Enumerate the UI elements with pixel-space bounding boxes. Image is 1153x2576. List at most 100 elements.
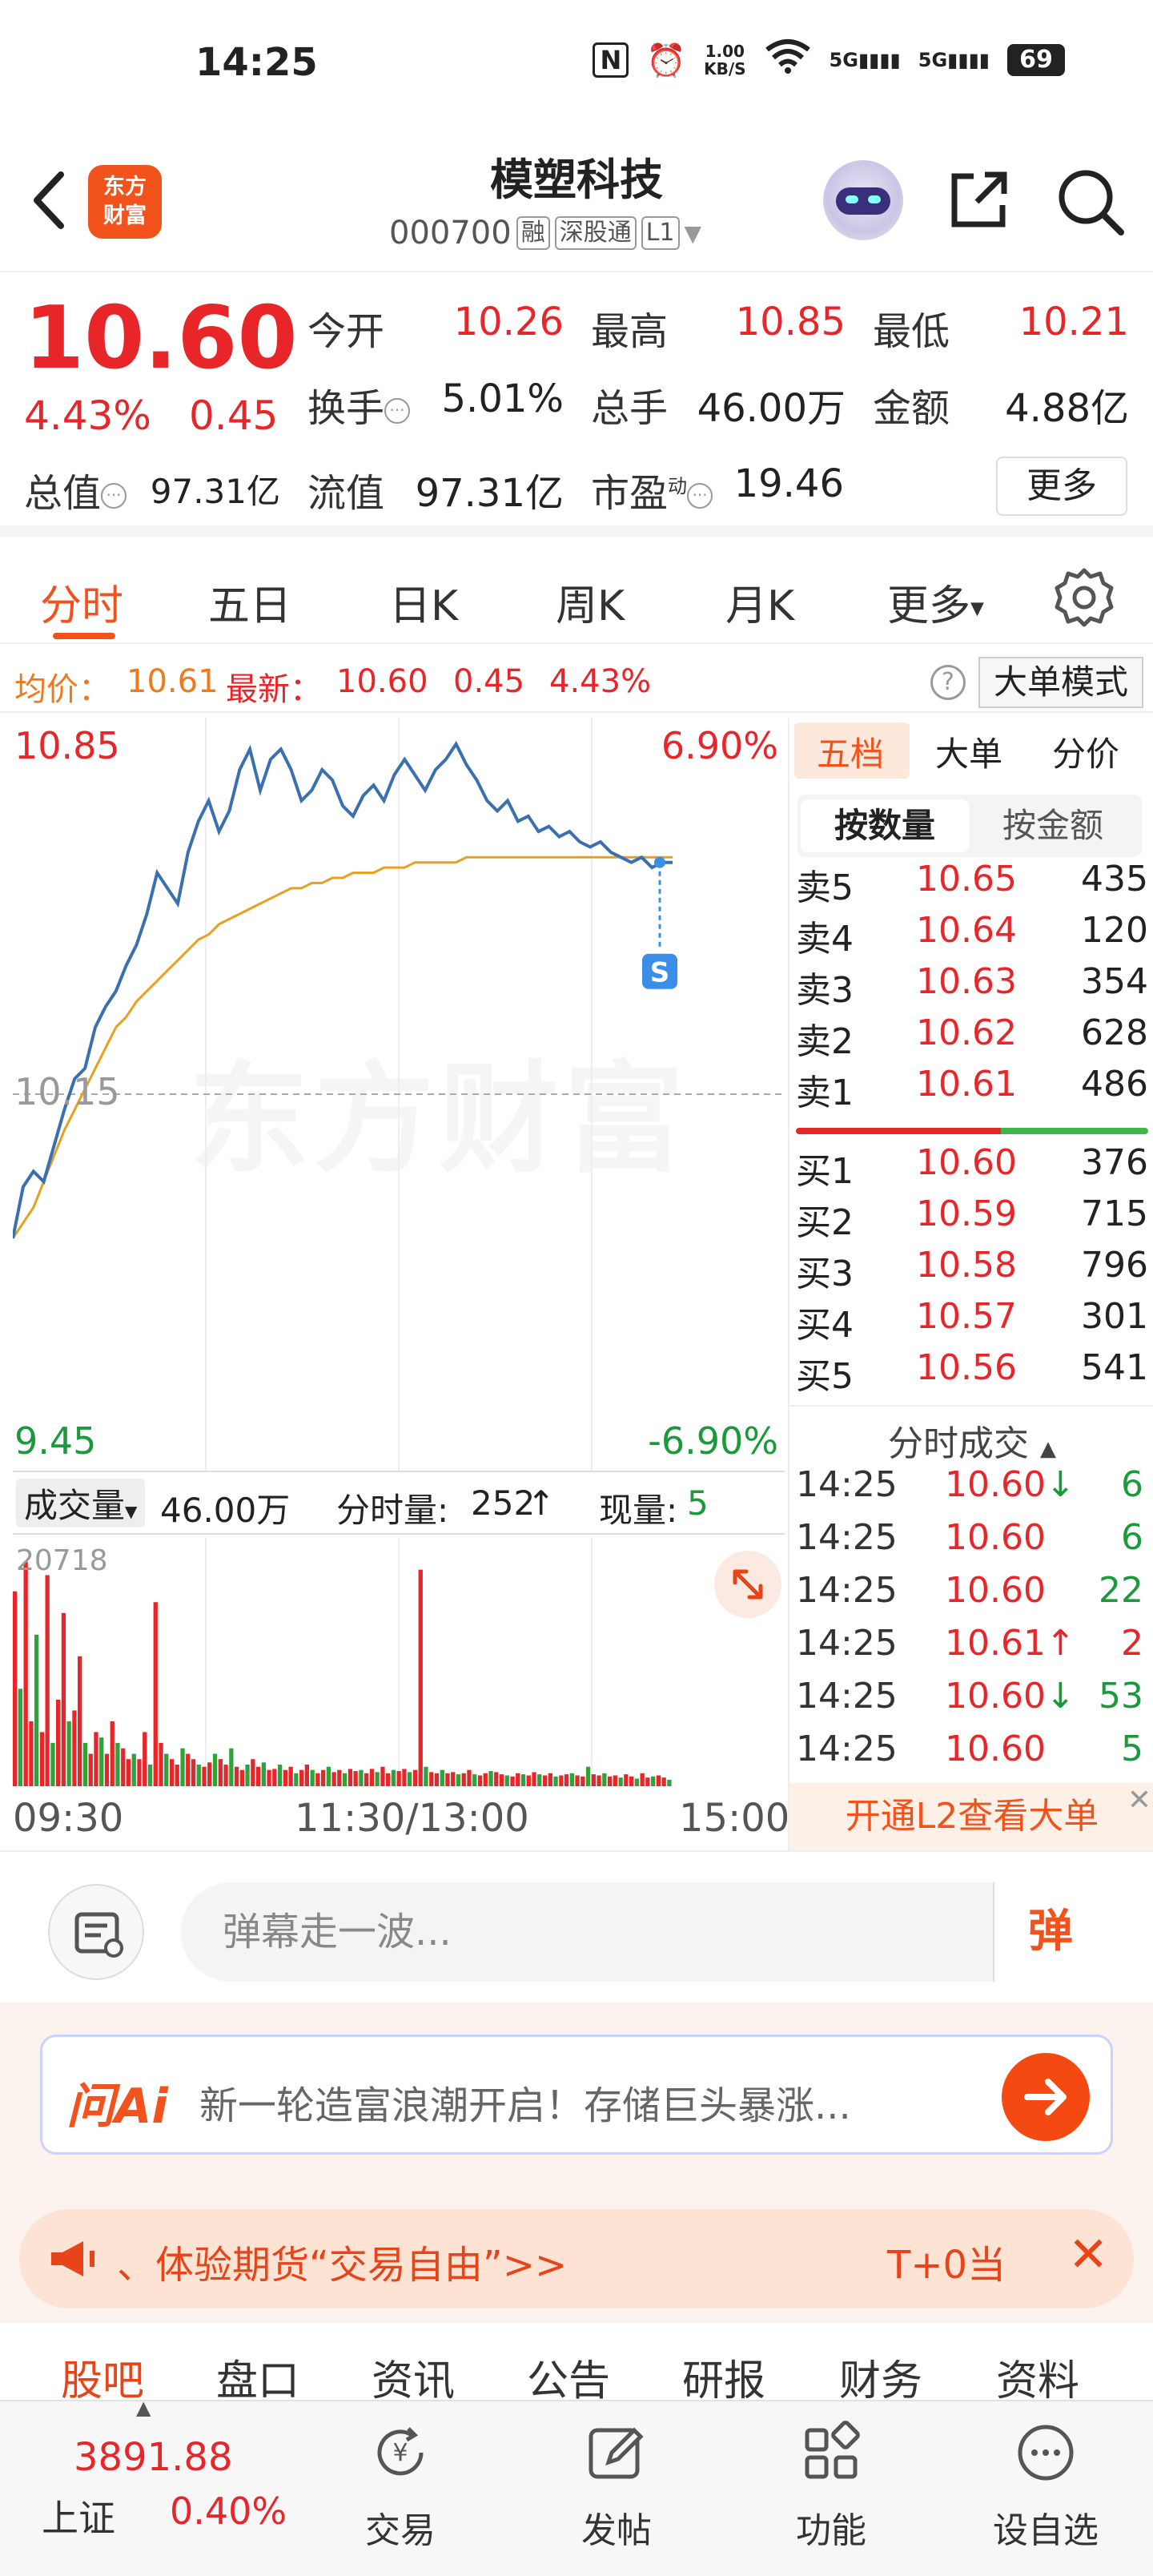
tab-announcements[interactable]: 公告 bbox=[527, 2357, 611, 2405]
ask-row[interactable]: 卖2 10.62 628 bbox=[796, 1012, 1148, 1064]
volume-bar bbox=[164, 1753, 169, 1786]
open-value: 10.26 bbox=[453, 300, 564, 344]
volume-bar bbox=[412, 1769, 418, 1786]
mode-by-quantity[interactable]: 按数量 bbox=[801, 799, 969, 852]
bid-row[interactable]: 买3 10.58 796 bbox=[796, 1245, 1148, 1296]
volume-bar bbox=[429, 1772, 434, 1786]
mode-by-amount[interactable]: 按金额 bbox=[1002, 806, 1103, 845]
nav-functions[interactable]: 功能 bbox=[767, 2421, 895, 2553]
level-price: 10.59 bbox=[916, 1193, 1017, 1234]
nav-post[interactable]: 发帖 bbox=[552, 2421, 681, 2553]
volume-chart-svg bbox=[13, 1538, 672, 1786]
more-button[interactable]: 更多 bbox=[996, 457, 1127, 516]
trades-header[interactable]: 分时成交 ▲ bbox=[789, 1405, 1153, 1464]
danmu-settings-icon[interactable] bbox=[48, 1884, 144, 1980]
volume-bar bbox=[585, 1766, 591, 1786]
bid-row[interactable]: 买4 10.57 301 bbox=[796, 1296, 1148, 1347]
danmu-send-button[interactable]: 弹 bbox=[993, 1882, 1107, 1982]
tab-price-dist[interactable]: 分价 bbox=[1052, 735, 1120, 774]
volume-label: 总手 bbox=[591, 386, 669, 431]
level-price: 10.63 bbox=[916, 961, 1017, 1002]
tab-research[interactable]: 研报 bbox=[682, 2357, 766, 2405]
stock-code-row[interactable]: 000700 融 深股通 L1 ▼ bbox=[389, 215, 701, 252]
up-arrow-icon: ↑ bbox=[527, 1483, 556, 1523]
bid-row[interactable]: 买1 10.60 376 bbox=[796, 1142, 1148, 1193]
volume-bar bbox=[251, 1759, 255, 1786]
battery-icon: 69 bbox=[1007, 44, 1065, 76]
search-icon[interactable] bbox=[1054, 165, 1126, 237]
trade-row: 14:25 10.60 5 bbox=[796, 1729, 1148, 1780]
tab-monthly-k[interactable]: 月K bbox=[725, 582, 795, 630]
promo-text-secondary: T+0当 bbox=[887, 2243, 1006, 2288]
volume-header: 成交量▼ 46.00万 分时量: 252 ↑ 现量: 5 bbox=[13, 1471, 785, 1535]
volume-bar bbox=[418, 1569, 423, 1786]
tab-profile[interactable]: 资料 bbox=[996, 2357, 1080, 2405]
back-arrow-icon[interactable] bbox=[29, 168, 69, 232]
volume-bar bbox=[343, 1773, 348, 1786]
promo-text: 、体验期货“交易自由”>> bbox=[117, 2243, 568, 2288]
ai-robot-icon[interactable] bbox=[823, 160, 903, 240]
now-volume-value: 5 bbox=[687, 1483, 709, 1523]
amount-value: 4.88亿 bbox=[1005, 386, 1129, 431]
tab-five-level[interactable]: 五档 bbox=[817, 735, 885, 774]
volume-bar bbox=[29, 1721, 34, 1786]
ask-row[interactable]: 卖3 10.63 354 bbox=[796, 961, 1148, 1012]
help-icon[interactable]: ? bbox=[930, 665, 966, 700]
volume-bar bbox=[532, 1772, 536, 1786]
share-icon[interactable] bbox=[945, 165, 1014, 234]
tab-more[interactable]: 更多▼ bbox=[887, 582, 984, 630]
nav-settings[interactable]: 设自选 bbox=[982, 2421, 1110, 2553]
volume-bar bbox=[499, 1774, 504, 1786]
pe-value: 19.46 bbox=[733, 461, 844, 506]
volume-bar bbox=[645, 1777, 650, 1786]
pct-max-label: 6.90% bbox=[661, 724, 778, 767]
fs-volume-value: 252 bbox=[471, 1483, 536, 1523]
ask-row[interactable]: 卖1 10.61 486 bbox=[796, 1064, 1148, 1115]
tab-big-orders[interactable]: 大单 bbox=[935, 735, 1003, 774]
nav-trade[interactable]: ¥ 交易 bbox=[336, 2421, 464, 2553]
pe-label[interactable]: 市盈动 ··· bbox=[591, 461, 713, 517]
ai-ask-card[interactable]: 问Ai 新一轮造富浪潮开启！存储巨头暴涨... bbox=[40, 2035, 1113, 2155]
volume-bar bbox=[520, 1774, 526, 1786]
big-order-mode-button[interactable]: 大单模式 bbox=[978, 657, 1143, 708]
turnover-label[interactable]: 换手 ··· bbox=[307, 376, 411, 433]
l2-upgrade-banner[interactable]: 开通L2查看大单 ✕ bbox=[789, 1783, 1153, 1850]
trade-volume: 5 bbox=[1121, 1729, 1143, 1769]
tab-financials[interactable]: 财务 bbox=[839, 2357, 923, 2405]
tab-intraday[interactable]: 分时 bbox=[40, 582, 124, 630]
ask-row[interactable]: 卖5 10.65 435 bbox=[796, 859, 1148, 910]
futures-promo-banner[interactable]: 、体验期货“交易自由”>> T+0当 ✕ bbox=[19, 2209, 1134, 2308]
bid-row[interactable]: 买5 10.56 541 bbox=[796, 1347, 1148, 1399]
volume-bar bbox=[488, 1771, 493, 1786]
trade-price: 10.61↑ bbox=[945, 1623, 1075, 1664]
close-icon[interactable]: ✕ bbox=[1127, 1784, 1151, 1817]
tab-news[interactable]: 资讯 bbox=[372, 2357, 456, 2405]
danmu-input[interactable]: 弹幕走一波... 弹 bbox=[181, 1882, 1107, 1982]
status-bar: 14:25 N ⏰ 1.00 KB/S 5G▮▮▮▮ 5G▮▮▮▮ 69 bbox=[0, 0, 1153, 128]
tab-orderbook[interactable]: 盘口 bbox=[216, 2357, 300, 2405]
tab-daily-k[interactable]: 日K bbox=[389, 582, 459, 630]
tab-forum[interactable]: 股吧 bbox=[61, 2357, 145, 2405]
bid-ask-ratio-bar bbox=[796, 1128, 1148, 1134]
gear-icon[interactable] bbox=[1054, 567, 1115, 628]
volume-bar bbox=[386, 1773, 391, 1786]
low-label: 最低 bbox=[873, 309, 950, 354]
volume-indicator-select[interactable]: 成交量▼ bbox=[16, 1479, 146, 1527]
tab-weekly-k[interactable]: 周K bbox=[556, 582, 625, 630]
ask-row[interactable]: 卖4 10.64 120 bbox=[796, 910, 1148, 961]
volume-bar bbox=[175, 1765, 179, 1786]
volume-bar bbox=[667, 1779, 672, 1786]
close-icon[interactable]: ✕ bbox=[1068, 2227, 1109, 2283]
tab-active-bg bbox=[794, 722, 910, 779]
grid-icon bbox=[805, 2421, 860, 2479]
index-value[interactable]: 3891.88 bbox=[74, 2435, 233, 2480]
volume-bar bbox=[39, 1732, 45, 1786]
volume-bar bbox=[321, 1769, 326, 1786]
expand-icon[interactable] bbox=[714, 1551, 781, 1618]
bid-row[interactable]: 买2 10.59 715 bbox=[796, 1193, 1148, 1245]
mcap-label[interactable]: 总值 ··· bbox=[24, 461, 127, 517]
arrow-right-icon[interactable] bbox=[1002, 2053, 1090, 2141]
tab-5day[interactable]: 五日 bbox=[208, 582, 292, 630]
